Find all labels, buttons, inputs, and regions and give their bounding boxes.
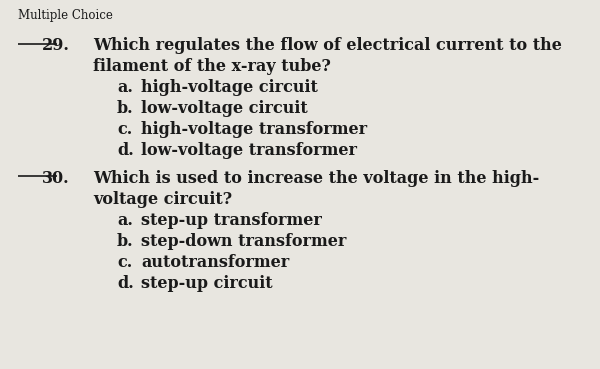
Text: voltage circuit?: voltage circuit?: [93, 191, 232, 208]
Text: b.: b.: [117, 100, 134, 117]
Text: step-up circuit: step-up circuit: [141, 275, 272, 292]
Text: 30.: 30.: [42, 170, 70, 187]
Text: 29.: 29.: [42, 37, 70, 54]
Text: d.: d.: [117, 142, 134, 159]
Text: filament of the x-ray tube?: filament of the x-ray tube?: [93, 58, 331, 75]
Text: high-voltage transformer: high-voltage transformer: [141, 121, 367, 138]
Text: b.: b.: [117, 233, 134, 250]
Text: high-voltage circuit: high-voltage circuit: [141, 79, 318, 96]
Text: autotransformer: autotransformer: [141, 254, 289, 271]
Text: Multiple Choice: Multiple Choice: [18, 9, 113, 22]
Text: low-voltage transformer: low-voltage transformer: [141, 142, 357, 159]
Text: step-down transformer: step-down transformer: [141, 233, 346, 250]
Text: Which is used to increase the voltage in the high-: Which is used to increase the voltage in…: [93, 170, 539, 187]
Text: c.: c.: [117, 254, 132, 271]
Text: a.: a.: [117, 79, 133, 96]
Text: a.: a.: [117, 212, 133, 229]
Text: Which regulates the flow of electrical current to the: Which regulates the flow of electrical c…: [93, 37, 562, 54]
Text: d.: d.: [117, 275, 134, 292]
Text: step-up transformer: step-up transformer: [141, 212, 322, 229]
Text: c.: c.: [117, 121, 132, 138]
Text: low-voltage circuit: low-voltage circuit: [141, 100, 308, 117]
